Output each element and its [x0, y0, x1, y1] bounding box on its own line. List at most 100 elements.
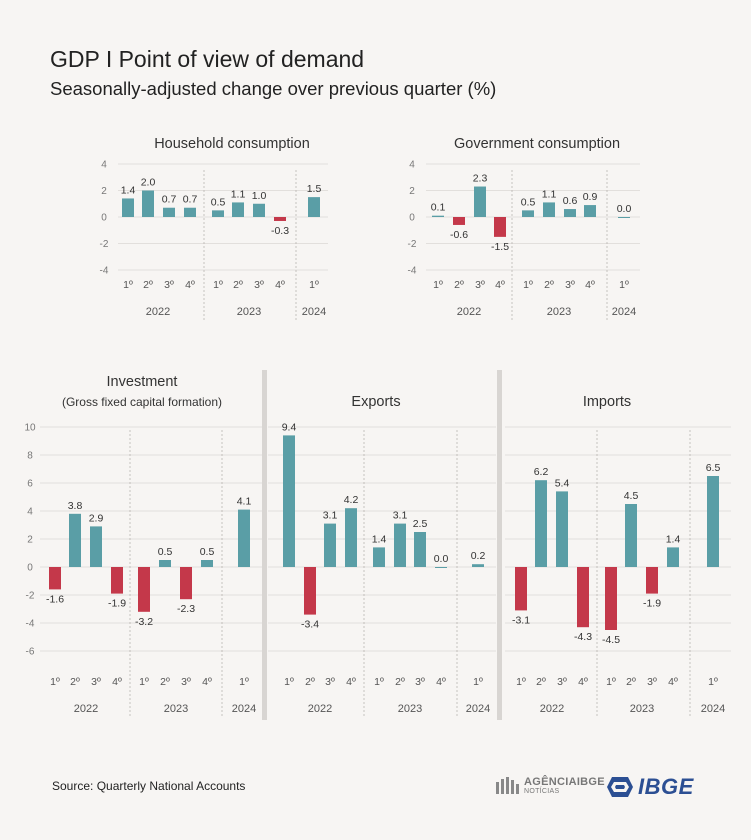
bar	[163, 207, 175, 217]
bar-value-label: 0.7	[162, 194, 177, 206]
bar-value-label: 5.4	[555, 477, 570, 489]
year-label: 2024	[232, 703, 256, 715]
bar	[142, 190, 154, 217]
x-tick-label: 4º	[436, 676, 446, 688]
year-label: 2022	[74, 703, 98, 715]
year-label: 2024	[466, 703, 490, 715]
year-label: 2022	[457, 306, 481, 318]
x-tick-label: 4º	[585, 279, 595, 291]
bar	[605, 567, 617, 630]
bar-value-label: 1.4	[372, 533, 387, 545]
bar	[122, 198, 134, 217]
bar-value-label: -2.3	[177, 603, 195, 615]
bar	[373, 547, 385, 567]
year-label: 2023	[630, 703, 654, 715]
bar	[584, 205, 596, 217]
x-tick-label: 3º	[475, 279, 485, 291]
bar-value-label: 1.4	[121, 184, 136, 196]
y-tick-label: -2	[26, 591, 35, 602]
agencia-logo-text: AGÊNCIAIBGE	[524, 776, 605, 788]
chart-subtitle: (Gross fixed capital formation)	[62, 395, 222, 409]
bar-value-label: -4.3	[574, 631, 592, 643]
y-tick-label: -2	[100, 239, 109, 250]
bar-value-label: 6.5	[706, 462, 721, 474]
chart-title: Exports	[351, 394, 400, 410]
bar-value-label: 0.0	[617, 203, 632, 215]
bar-value-label: 9.4	[282, 421, 297, 433]
x-tick-label: 2º	[305, 676, 315, 688]
bar	[111, 567, 123, 594]
x-tick-label: 4º	[578, 676, 588, 688]
page-subtitle: Seasonally-adjusted change over previous…	[50, 78, 497, 99]
x-tick-label: 1º	[473, 676, 483, 688]
y-tick-label: 2	[409, 186, 415, 197]
bar-value-label: 0.6	[563, 195, 578, 207]
bar-value-label: 4.5	[624, 490, 639, 502]
year-label: 2024	[612, 306, 636, 318]
bar-value-label: 4.2	[344, 494, 359, 506]
page-title: GDP I Point of view of demand	[50, 46, 365, 72]
bar-value-label: -1.5	[491, 241, 509, 253]
bar	[564, 209, 576, 217]
y-tick-label: -4	[100, 266, 109, 277]
x-tick-label: 3º	[557, 676, 567, 688]
year-label: 2024	[302, 306, 326, 318]
ibge-logo: IBGE	[606, 774, 694, 800]
bar	[453, 217, 465, 225]
bar	[90, 526, 102, 567]
x-tick-label: 3º	[254, 279, 264, 291]
bar-value-label: 1.1	[231, 188, 246, 200]
bar	[535, 480, 547, 567]
y-tick-label: 4	[409, 160, 415, 171]
bar-value-label: 0.7	[183, 194, 198, 206]
bar	[618, 217, 630, 218]
x-tick-label: 4º	[346, 676, 356, 688]
agencia-logo-subtext: NOTÍCIAS	[524, 788, 560, 795]
bar	[238, 509, 250, 567]
x-tick-label: 1º	[619, 279, 629, 291]
x-tick-label: 2º	[395, 676, 405, 688]
bar	[474, 186, 486, 217]
bar-value-label: 0.5	[521, 196, 536, 208]
bar	[345, 508, 357, 567]
bar	[522, 210, 534, 217]
bar	[625, 504, 637, 567]
x-tick-label: 3º	[181, 676, 191, 688]
bar-value-label: 0.5	[200, 546, 215, 558]
x-tick-label: 1º	[309, 279, 319, 291]
bar-value-label: 2.5	[413, 518, 428, 530]
y-tick-label: 0	[27, 563, 33, 574]
bar	[201, 560, 213, 567]
bar-value-label: 0.9	[583, 191, 598, 203]
x-tick-label: 2º	[233, 279, 243, 291]
bar	[414, 532, 426, 567]
bar-value-label: -4.5	[602, 634, 620, 646]
x-tick-label: 1º	[123, 279, 133, 291]
x-tick-label: 3º	[647, 676, 657, 688]
source-note: Source: Quarterly National Accounts	[52, 779, 246, 793]
x-tick-label: 2º	[626, 676, 636, 688]
bar-value-label: 3.8	[68, 500, 83, 512]
x-tick-label: 1º	[523, 279, 533, 291]
bar-value-label: 3.1	[393, 510, 408, 522]
x-tick-label: 4º	[668, 676, 678, 688]
x-tick-label: 1º	[708, 676, 718, 688]
y-tick-label: -2	[408, 239, 417, 250]
year-label: 2024	[701, 703, 725, 715]
bar	[138, 567, 150, 612]
y-tick-label: 6	[27, 479, 33, 490]
x-tick-label: 2º	[143, 279, 153, 291]
ibge-logo-text: IBGE	[638, 774, 694, 799]
bar-value-label: 2.9	[89, 512, 104, 524]
x-tick-label: 4º	[275, 279, 285, 291]
year-label: 2023	[547, 306, 571, 318]
y-tick-label: 4	[27, 507, 33, 518]
bar	[184, 207, 196, 217]
x-tick-label: 2º	[544, 279, 554, 291]
bar	[69, 513, 81, 567]
x-tick-label: 1º	[50, 676, 60, 688]
x-tick-label: 2º	[454, 279, 464, 291]
chart-title: Imports	[583, 394, 631, 410]
x-tick-label: 1º	[139, 676, 149, 688]
